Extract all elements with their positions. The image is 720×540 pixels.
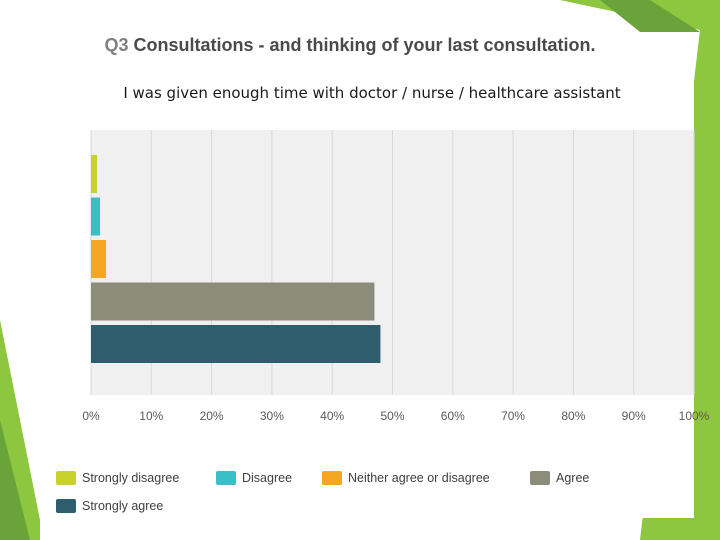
legend-item-neither: Neither agree or disagree (322, 470, 490, 486)
legend-label-strongly-disagree: Strongly disagree (82, 471, 180, 485)
gridlines (90, 130, 695, 395)
x-tick-label: 40% (320, 409, 344, 423)
legend-swatch-neither (322, 471, 342, 485)
bar-strongly-disagree (91, 155, 98, 193)
legend-label-neither: Neither agree or disagree (348, 471, 490, 485)
title-text: Consultations - and thinking of your las… (133, 35, 596, 55)
legend-item-disagree: Disagree (216, 470, 292, 486)
bar-strongly-agree (91, 325, 381, 363)
legend-label-strongly-agree: Strongly agree (82, 499, 164, 513)
question-number: Q3 (104, 35, 129, 55)
bar-agree (91, 282, 375, 321)
bars (91, 155, 381, 363)
x-tick-label: 10% (139, 409, 163, 423)
x-tick-label: 20% (200, 409, 224, 423)
x-tick-label: 60% (441, 409, 465, 423)
legend-swatch-strongly-agree (56, 499, 76, 513)
x-axis-ticks: 0% 10% 20% 30% 40% 50% 60% 70% 80% 90% 100% (82, 409, 709, 423)
legend-swatch-strongly-disagree (56, 471, 76, 485)
chart-title: I was given enough time with doctor / nu… (123, 84, 621, 102)
legend-item-agree: Agree (530, 470, 589, 486)
x-tick-label: 70% (501, 409, 525, 423)
x-tick-label: 0% (82, 409, 100, 423)
legend-label-agree: Agree (556, 471, 590, 485)
legend-label-disagree: Disagree (242, 471, 293, 485)
legend: Strongly disagree Disagree Neither agree… (56, 470, 656, 520)
x-tick-label: 50% (380, 409, 404, 423)
x-tick-label: 30% (260, 409, 284, 423)
bar-neither-agree-or-disagree (91, 240, 107, 278)
legend-item-strongly-disagree: Strongly disagree (56, 470, 179, 486)
legend-item-strongly-agree: Strongly agree (56, 498, 163, 514)
legend-swatch-disagree (216, 471, 236, 485)
slide-title: Q3 Consultations - and thinking of your … (90, 34, 610, 56)
bar-disagree (91, 197, 101, 236)
legend-swatch-agree (530, 471, 550, 485)
x-tick-label: 80% (561, 409, 585, 423)
x-tick-label: 90% (622, 409, 646, 423)
x-tick-label: 100% (679, 409, 710, 423)
